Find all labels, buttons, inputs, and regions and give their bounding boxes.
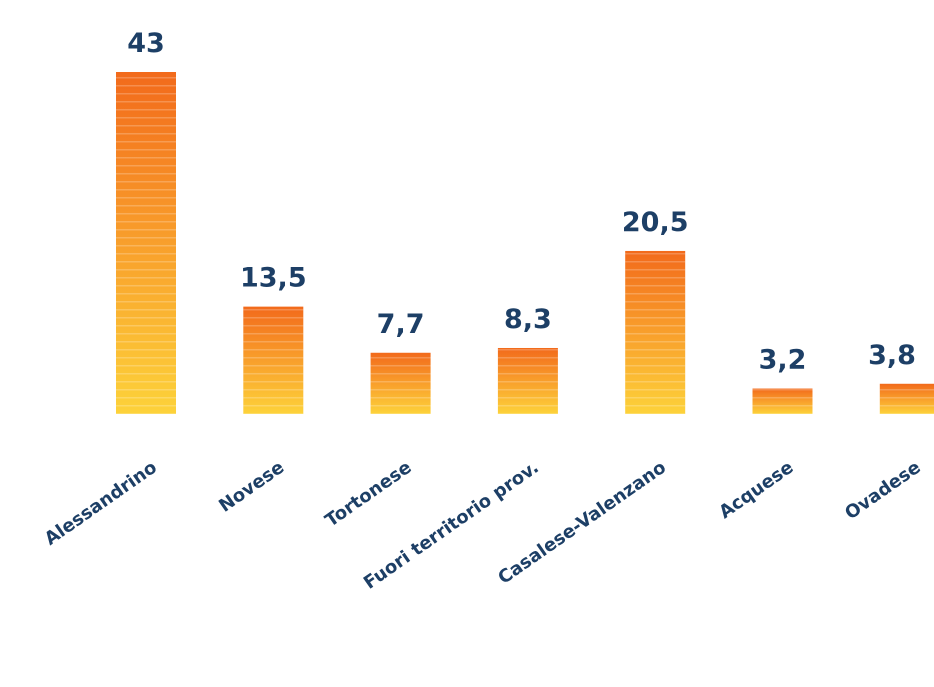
- value-label-tortonese: 7,7: [377, 309, 425, 340]
- value-label-acquese: 3,2: [759, 345, 807, 376]
- value-labels-group: 43 13,5 7,7 8,3 20,5 3,2 3,8: [127, 28, 916, 376]
- category-label-alessandrino: Alessandrino: [41, 457, 161, 550]
- category-label-ovadese: Ovadese: [841, 457, 924, 524]
- bar-stripes-fuori-territorio-prov: [497, 347, 558, 414]
- category-label-novese: Novese: [215, 457, 288, 517]
- bar-stripes-tortonese: [370, 352, 431, 414]
- bar-stripes-novese: [243, 306, 304, 414]
- bar-stripes-acquese: [752, 388, 813, 414]
- bars-group: [116, 72, 934, 414]
- bar-stripes-casalese-valenzano: [625, 250, 686, 414]
- value-label-casalese-valenzano: 20,5: [622, 207, 689, 238]
- value-label-alessandrino: 43: [127, 28, 165, 59]
- value-label-ovadese: 3,8: [868, 340, 916, 371]
- value-label-fuori-territorio-prov: 8,3: [504, 304, 552, 335]
- value-label-novese: 13,5: [240, 263, 307, 294]
- bar-stripes-alessandrino: [116, 72, 176, 414]
- category-label-acquese: Acquese: [715, 457, 797, 523]
- category-label-tortonese: Tortonese: [321, 457, 415, 532]
- bar-stripes-ovadese: [879, 383, 934, 414]
